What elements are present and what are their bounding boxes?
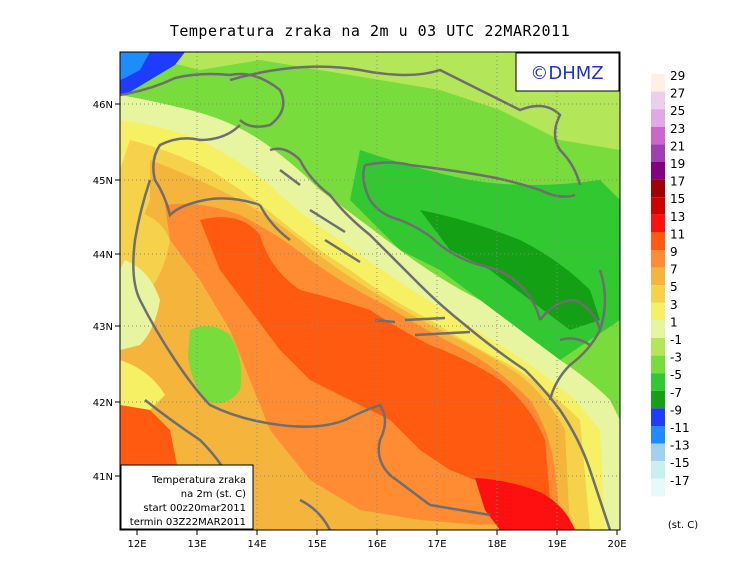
axis-ticks [115,103,618,535]
legend-swatch [651,373,665,391]
legend-label: 17 [670,175,685,189]
legend-swatch [651,426,665,444]
legend-label: 15 [670,192,685,206]
legend-label: -1 [670,333,682,347]
legend-label: -13 [670,439,690,453]
legend-swatch [651,74,665,92]
legend-swatch [651,214,665,233]
legend-swatch [651,302,665,321]
lon-label: 15E [307,539,326,550]
legend-label: 5 [670,280,678,294]
info-line: termin 03Z22MAR2011 [130,517,246,528]
lat-label: 44N [93,250,113,261]
legend-swatch [651,443,665,462]
map-frame [119,51,621,531]
legend-swatch [651,91,665,110]
lon-label: 17E [427,539,446,550]
legend-label: 23 [670,122,685,136]
legend-swatch [651,461,665,479]
legend-swatch [651,390,665,409]
legend-swatch [651,355,665,374]
dhmz-watermark: ©DHMZ [515,52,620,92]
lat-label: 41N [93,472,113,483]
lon-label: 13E [187,539,206,550]
legend-label: -7 [670,386,682,400]
legend-unit: (st. C) [668,520,698,531]
legend-swatch [651,144,665,162]
latitude-labels: 46N 45N 44N 43N 42N 41N [93,100,113,483]
legend-label: -11 [670,421,690,435]
legend-swatch [651,320,665,338]
map-title: Temperatura zraka na 2m u 03 UTC 22MAR20… [169,22,571,40]
lon-label: 12E [127,539,146,550]
legend-label: -9 [670,403,682,417]
legend-swatch [651,250,665,268]
coastlines [120,65,612,530]
legend-swatch [651,179,665,198]
legend-label: 3 [670,298,678,312]
legend-label: 11 [670,227,685,241]
legend-label: 13 [670,210,685,224]
legend-label: -17 [670,474,690,488]
legend-swatch [651,197,665,215]
legend-label: 19 [670,157,685,171]
temperature-field [120,52,620,530]
legend-label: -15 [670,456,690,470]
info-box: Temperatura zraka na 2m (st. C) start 00… [120,464,254,530]
legend-swatch [651,109,665,127]
lon-label: 14E [247,539,266,550]
legend-label: 25 [670,104,685,118]
legend-swatch [651,285,665,303]
info-line: start 00z20mar2011 [143,503,246,514]
legend-label: 29 [670,69,685,83]
legend-swatch [651,126,665,145]
legend-swatch [651,232,665,250]
legend-swatch [651,478,665,497]
graticule [120,52,620,530]
lon-label: 16E [367,539,386,550]
lat-label: 43N [93,322,113,333]
legend-label: 27 [670,87,685,101]
legend-label: -5 [670,368,682,382]
legend-swatch [651,162,665,180]
info-line: Temperatura zraka [151,475,246,486]
legend-label: 9 [670,245,678,259]
legend-label: 7 [670,263,678,277]
legend-label: 21 [670,139,685,153]
lat-label: 45N [93,176,113,187]
lat-label: 42N [93,398,113,409]
legend-swatch [651,267,665,286]
lon-label: 18E [487,539,506,550]
legend-swatch [651,338,665,356]
legend-label: 1 [670,315,678,329]
lon-label: 20E [607,539,626,550]
longitude-labels: 12E 13E 14E 15E 16E 17E 18E 19E 20E [127,539,626,550]
legend-label: -3 [670,351,682,365]
watermark-text: ©DHMZ [530,63,603,84]
info-line: na 2m (st. C) [181,489,246,500]
color-legend: 29 27 25 23 21 19 17 15 13 11 9 7 5 3 1 -1 -3 -5 -7 -9 -11 -1… [651,69,690,497]
legend-swatch [651,408,665,426]
lat-label: 46N [93,100,113,111]
lon-label: 19E [547,539,566,550]
